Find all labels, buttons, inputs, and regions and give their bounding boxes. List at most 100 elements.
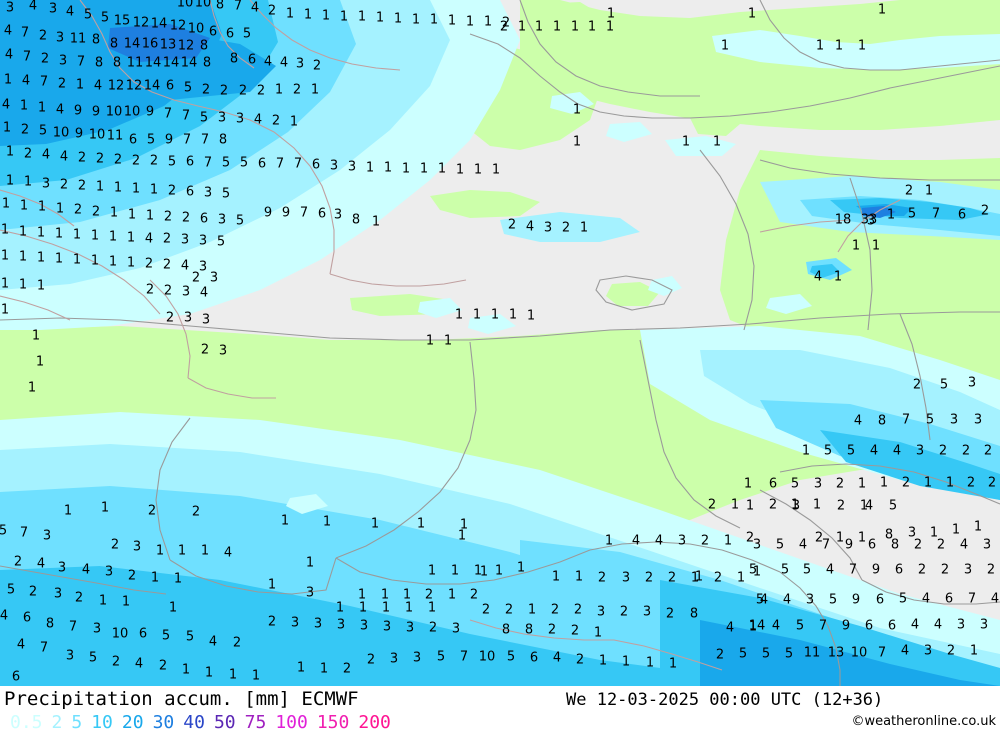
precip-value: 1 <box>37 100 47 116</box>
precip-value: 5 <box>242 26 252 42</box>
precip-value: 1 <box>929 525 939 541</box>
precip-value: 2 <box>570 623 580 639</box>
precip-value: 6 <box>317 206 327 222</box>
precip-value: 1 <box>296 660 306 676</box>
precip-value: 1 <box>973 519 983 535</box>
precip-value: 1 <box>490 307 500 323</box>
precip-value: 3 <box>333 207 343 223</box>
precip-value: 1 <box>375 10 385 26</box>
precip-value: 5 <box>239 155 249 171</box>
precip-value: 2 <box>938 443 948 459</box>
precip-value: 7 <box>459 649 469 665</box>
precip-value: 3 <box>347 159 357 175</box>
precip-value: 1 <box>381 600 391 616</box>
precip-value: 2 <box>980 203 990 219</box>
precip-value: 11 <box>803 645 821 661</box>
precip-value: 9 <box>164 132 174 148</box>
precip-value: 1 <box>790 497 800 513</box>
precip-value: 1 <box>645 655 655 671</box>
precip-value: 18 <box>834 212 852 228</box>
precip-value: 3 <box>642 604 652 620</box>
precip-value: 6 <box>208 24 218 40</box>
precip-value: 1 <box>357 9 367 25</box>
precip-value: 2 <box>342 661 352 677</box>
precip-value: 11 <box>126 55 144 71</box>
precip-value: 6 <box>875 592 885 608</box>
precip-value: 4 <box>208 634 218 650</box>
precip-value: 1 <box>168 600 178 616</box>
precipitation-map[interactable]: .c05{fill:#CCFFFF} .c2 {fill:#A5F2FF} .c… <box>0 0 1000 686</box>
precip-value: 9 <box>263 205 273 221</box>
precip-value: 1 <box>54 226 64 242</box>
precip-value: 2 <box>665 606 675 622</box>
precip-value: 4 <box>759 592 769 608</box>
precip-value: 1 <box>447 587 457 603</box>
precip-value: 5 <box>795 618 805 634</box>
precip-value: 6 <box>128 132 138 148</box>
precip-value: 33 <box>860 212 878 228</box>
precip-value: 4 <box>41 147 51 163</box>
precip-value: 1 <box>145 208 155 224</box>
precip-value: 2 <box>481 602 491 618</box>
precip-value: 2 <box>707 497 717 513</box>
precip-value: 2 <box>232 635 242 651</box>
precip-value: 2 <box>111 654 121 670</box>
precip-value: 2 <box>507 217 517 233</box>
precip-value: 3 <box>982 537 992 553</box>
precip-value: 2 <box>961 443 971 459</box>
precip-value: 1 <box>90 253 100 269</box>
precip-value: 1 <box>18 249 28 265</box>
precip-value: 2 <box>469 587 479 603</box>
precip-value: 1 <box>274 82 284 98</box>
precip-value: 1 <box>833 269 843 285</box>
precip-value: 1 <box>404 600 414 616</box>
precip-value: 8 <box>890 537 900 553</box>
precip-value: 1 <box>54 251 64 267</box>
precip-value: 1 <box>109 205 119 221</box>
precip-value: 5 <box>828 592 838 608</box>
precip-value: 1 <box>95 179 105 195</box>
precip-value: 8 <box>229 51 239 67</box>
precip-value: 3 <box>805 592 815 608</box>
precip-value: 3 <box>923 643 933 659</box>
precip-value: 10 <box>105 104 123 120</box>
precip-value: 1 <box>570 19 580 35</box>
precip-value: 2 <box>158 658 168 674</box>
precip-value: 4 <box>1 97 11 113</box>
precip-value: 3 <box>382 619 392 635</box>
precip-value: 6 <box>11 669 21 685</box>
precip-value: 5 <box>775 537 785 553</box>
precip-value: 2 <box>983 443 993 459</box>
precip-value: 8 <box>501 622 511 638</box>
precip-value: 12 <box>169 18 187 34</box>
precip-value: 4 <box>36 556 46 572</box>
precip-value: 1 <box>108 229 118 245</box>
precip-value: 1 <box>587 19 597 35</box>
precip-value: 8 <box>218 132 228 148</box>
precip-value: 8 <box>94 55 104 71</box>
precip-value: 1 <box>526 308 536 324</box>
precip-value: 2 <box>835 476 845 492</box>
precip-value: 2 <box>163 283 173 299</box>
precip-value: 3 <box>58 53 68 69</box>
precip-value: 4 <box>144 231 154 247</box>
precip-value: 3 <box>412 650 422 666</box>
precip-value: 1 <box>551 569 561 585</box>
precip-value: 1 <box>527 602 537 618</box>
precip-value: 5 <box>748 562 758 578</box>
precip-value: 4 <box>4 47 14 63</box>
precip-value: 7 <box>200 132 210 148</box>
precip-value: 1 <box>579 220 589 236</box>
precip-value: 11 <box>106 128 124 144</box>
precip-value: 1 <box>752 564 762 580</box>
precip-value: 3 <box>973 412 983 428</box>
precip-value: 2 <box>504 602 514 618</box>
copyright-notice: ©weatheronline.co.uk <box>851 714 996 729</box>
precip-value: 4 <box>725 620 735 636</box>
precip-value: 10 <box>88 127 106 143</box>
precip-value: 4 <box>263 54 273 70</box>
precip-value: 6 <box>311 157 321 173</box>
precip-value: 1 <box>126 230 136 246</box>
precip-value: 1 <box>27 380 37 396</box>
